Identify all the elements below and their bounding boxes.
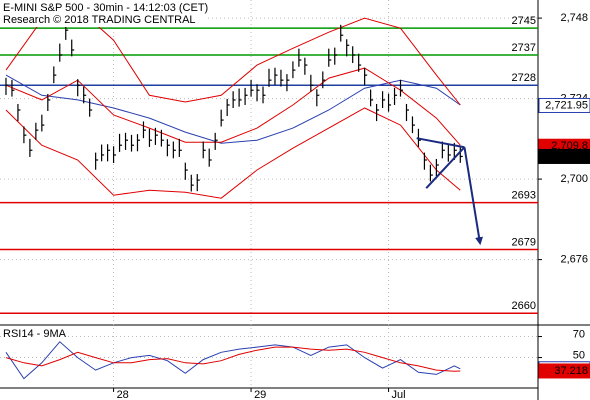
- trend-line: [425, 146, 466, 189]
- level-label: 2728: [512, 72, 536, 84]
- level-label: 2693: [512, 189, 536, 201]
- rsi-line: [5, 341, 461, 380]
- y-tick-label: 2,700: [560, 173, 588, 185]
- forecast-arrow: [463, 147, 484, 246]
- price-label-box: [538, 363, 590, 379]
- price-label-box: [538, 97, 590, 113]
- x-tick-label: Jul: [392, 389, 406, 400]
- chart-subtitle: Research © 2018 TRADING CENTRAL: [3, 14, 196, 26]
- chart-title: E-MINI S&P 500 - 30min - 14:12:03 (CET): [3, 2, 208, 14]
- x-tick-label: 29: [254, 389, 266, 400]
- rsi-title: RSI14 - 9MA: [3, 328, 67, 340]
- price-label: 2,706.75: [545, 150, 588, 162]
- y-tick-label: 70: [573, 328, 585, 340]
- price-label: 2,721.95: [545, 99, 588, 111]
- y-tick-label: 50: [573, 349, 585, 361]
- y-tick-label: 2,748: [560, 12, 588, 24]
- indicator-line: [5, 107, 461, 199]
- y-tick-label: 2,676: [560, 254, 588, 266]
- level-label: 2745: [512, 15, 536, 27]
- x-tick-label: 28: [117, 389, 129, 400]
- indicator-line: [5, 67, 461, 146]
- trend-line: [416, 137, 465, 149]
- price-label-box: [538, 148, 590, 164]
- rsi-line: [5, 346, 461, 372]
- label-bg: [1, 327, 67, 340]
- title-bg: [0, 0, 205, 27]
- level-label: 2660: [512, 300, 536, 312]
- level-label: 2679: [512, 236, 536, 248]
- level-label: 2737: [512, 42, 536, 54]
- price-label: 37.218: [554, 365, 588, 377]
